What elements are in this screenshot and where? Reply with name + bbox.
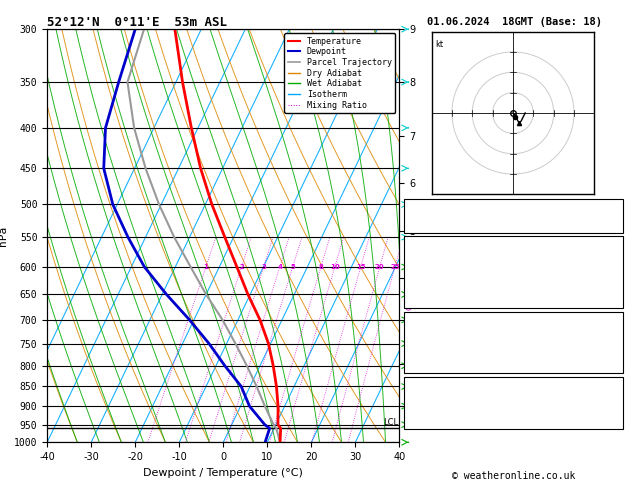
Text: CIN (J): CIN (J) [408, 362, 452, 371]
Text: Pressure (mb): Pressure (mb) [408, 324, 489, 333]
Text: 1.9: 1.9 [601, 221, 620, 231]
Text: © weatheronline.co.uk: © weatheronline.co.uk [452, 471, 576, 481]
Text: 52°12'N  0°11'E  53m ASL: 52°12'N 0°11'E 53m ASL [47, 16, 227, 29]
Text: Lifted Index: Lifted Index [408, 343, 482, 352]
Text: 12: 12 [607, 417, 620, 428]
Text: 8: 8 [318, 264, 323, 270]
Text: 39: 39 [607, 211, 620, 221]
Text: 3: 3 [261, 264, 266, 270]
Text: 12: 12 [607, 202, 620, 212]
Text: CIN (J): CIN (J) [408, 296, 452, 306]
Text: 32: 32 [607, 286, 620, 296]
Text: Surface: Surface [492, 239, 535, 249]
Text: 8: 8 [613, 277, 620, 287]
Text: 0: 0 [613, 296, 620, 306]
Text: Totals Totals: Totals Totals [408, 211, 489, 221]
Text: 95: 95 [607, 389, 620, 399]
Text: Lifted Index: Lifted Index [408, 277, 482, 287]
Text: θε (K): θε (K) [408, 333, 445, 343]
Y-axis label: km
ASL: km ASL [423, 225, 441, 246]
Legend: Temperature, Dewpoint, Parcel Trajectory, Dry Adiabat, Wet Adiabat, Isotherm, Mi: Temperature, Dewpoint, Parcel Trajectory… [284, 34, 395, 113]
Text: 2: 2 [239, 264, 244, 270]
Text: 1: 1 [203, 264, 208, 270]
Y-axis label: hPa: hPa [0, 226, 8, 246]
Text: 1014: 1014 [594, 324, 620, 333]
Text: 9.5: 9.5 [601, 258, 620, 268]
X-axis label: Dewpoint / Temperature (°C): Dewpoint / Temperature (°C) [143, 468, 303, 478]
Text: 0: 0 [613, 362, 620, 371]
Text: kt: kt [436, 40, 443, 49]
Text: K: K [408, 202, 414, 212]
Text: Most Unstable: Most Unstable [473, 314, 554, 324]
Text: 15: 15 [356, 264, 365, 270]
Text: 10: 10 [330, 264, 340, 270]
Text: Hodograph: Hodograph [486, 380, 542, 390]
Text: CAPE (J): CAPE (J) [408, 352, 457, 362]
Text: Temp (°C): Temp (°C) [408, 248, 464, 259]
Text: 25: 25 [390, 264, 399, 270]
Text: EH: EH [408, 389, 420, 399]
Text: PW (cm): PW (cm) [408, 221, 452, 231]
Text: 305: 305 [601, 267, 620, 278]
Text: LCL: LCL [383, 418, 398, 427]
Text: StmSpd (kt): StmSpd (kt) [408, 417, 476, 428]
Text: 01.06.2024  18GMT (Base: 18): 01.06.2024 18GMT (Base: 18) [427, 17, 602, 27]
Text: SREH: SREH [408, 399, 433, 409]
Text: 4: 4 [277, 264, 282, 270]
Text: CAPE (J): CAPE (J) [408, 286, 457, 296]
Text: 20: 20 [375, 264, 384, 270]
Text: 32: 32 [607, 352, 620, 362]
Text: 12.9: 12.9 [594, 248, 620, 259]
Text: 93°: 93° [601, 408, 620, 418]
Text: Mixing Ratio (g/kg): Mixing Ratio (g/kg) [403, 258, 412, 337]
Text: Dewp (°C): Dewp (°C) [408, 258, 464, 268]
Text: StmDir: StmDir [408, 408, 445, 418]
Text: θε(K): θε(K) [408, 267, 439, 278]
Text: 305: 305 [601, 333, 620, 343]
Text: 8: 8 [613, 343, 620, 352]
Text: 73: 73 [607, 399, 620, 409]
Text: 5: 5 [291, 264, 295, 270]
